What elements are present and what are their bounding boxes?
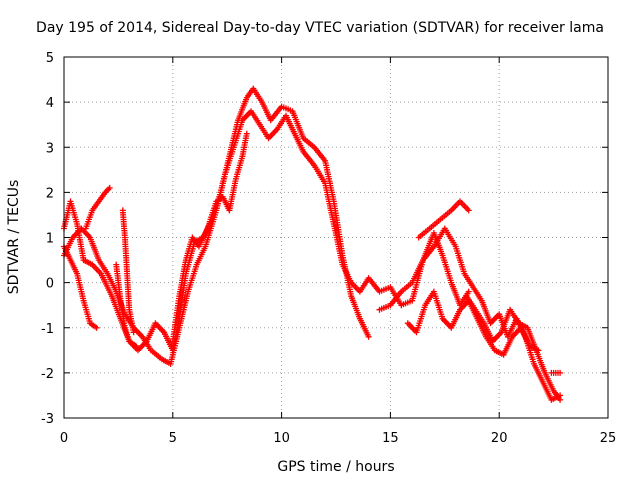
series-track-c	[61, 243, 100, 331]
x-tick-label: 0	[60, 431, 68, 446]
data-markers	[61, 85, 564, 403]
series-track-l	[548, 369, 564, 376]
axis-ticks	[63, 56, 609, 419]
series-track-g	[169, 130, 250, 345]
series-track-h	[376, 230, 472, 313]
series-track-k	[463, 293, 564, 403]
y-tick-label: 0	[46, 277, 54, 292]
y-tick-label: -2	[41, 367, 54, 382]
y-tick-label: -1	[41, 322, 54, 337]
data-point	[93, 324, 100, 331]
x-tick-label: 5	[169, 431, 177, 446]
data-point	[243, 130, 250, 137]
y-tick-label: 4	[46, 96, 54, 111]
y-tick-label: -3	[41, 412, 54, 427]
data-point	[557, 396, 564, 403]
x-tick-labels: 0 5 10 15 20 25	[60, 431, 616, 446]
series-track-b	[61, 108, 564, 403]
x-tick-label: 20	[491, 431, 508, 446]
data-point	[132, 342, 139, 349]
data-point	[106, 184, 113, 191]
data-point	[365, 333, 372, 340]
x-axis-title: GPS time / hours	[277, 459, 394, 475]
y-tick-label: 5	[46, 51, 54, 66]
y-tick-label: 2	[46, 186, 54, 201]
series-track-d	[82, 184, 113, 232]
series-track-f	[119, 207, 137, 336]
chart-title: Day 195 of 2014, Sidereal Day-to-day VTE…	[36, 20, 604, 36]
y-tick-labels: -3 -2 -1 0 1 2 3 4 5	[41, 51, 54, 427]
data-point	[557, 369, 564, 376]
x-tick-label: 15	[382, 431, 399, 446]
y-tick-label: 3	[46, 141, 54, 156]
data-point	[465, 288, 472, 295]
x-tick-label: 10	[273, 431, 290, 446]
series-track-j	[415, 198, 472, 241]
data-point	[130, 329, 137, 336]
data-point	[465, 207, 472, 214]
y-tick-label: 1	[46, 232, 54, 247]
series-track-e	[113, 261, 139, 349]
y-axis-title: SDTVAR / TECUs	[6, 180, 22, 295]
x-tick-label: 25	[600, 431, 617, 446]
